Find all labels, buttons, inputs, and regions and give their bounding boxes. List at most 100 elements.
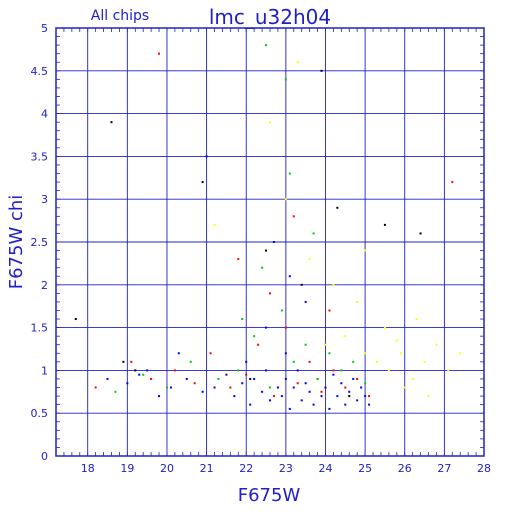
data-point	[269, 399, 271, 402]
y-tick-label: 4.5	[31, 65, 49, 78]
data-point	[352, 360, 355, 363]
data-point	[344, 403, 347, 406]
y-tick-label: 1.5	[31, 322, 49, 335]
data-point	[312, 232, 315, 235]
data-point	[233, 395, 236, 398]
data-point	[245, 373, 248, 376]
data-point	[411, 377, 414, 380]
data-point	[213, 223, 216, 226]
data-point	[447, 369, 450, 372]
data-point	[292, 386, 295, 389]
data-point	[193, 382, 196, 385]
data-point	[288, 275, 291, 278]
data-point	[344, 335, 347, 338]
data-point	[173, 369, 176, 372]
data-point	[114, 390, 117, 393]
data-point	[205, 155, 208, 158]
data-point	[241, 318, 244, 321]
data-point	[427, 395, 430, 398]
data-point	[280, 309, 283, 312]
data-point	[300, 399, 303, 402]
data-point	[126, 382, 129, 385]
data-point	[276, 386, 279, 389]
data-point	[288, 407, 291, 410]
y-axis-label: F675W chi	[6, 195, 27, 290]
y-tick-label: 2.5	[31, 236, 49, 249]
data-point	[269, 292, 271, 295]
data-point	[142, 373, 145, 376]
data-point	[94, 386, 97, 389]
x-tick-label: 27	[437, 462, 451, 475]
data-point	[296, 61, 299, 64]
data-point	[288, 172, 291, 175]
y-tick-label: 0.5	[31, 407, 49, 420]
data-point	[284, 352, 287, 355]
data-point	[328, 352, 331, 355]
x-tick-label: 21	[200, 462, 214, 475]
data-point	[348, 390, 351, 393]
data-point	[324, 386, 327, 389]
data-point	[110, 121, 113, 124]
data-point	[296, 382, 299, 385]
data-point	[165, 386, 168, 389]
data-point	[284, 326, 287, 329]
data-point	[423, 360, 426, 363]
data-point	[308, 360, 311, 363]
x-axis-tick-labels: 18 19 20 21 22 23 24 25 26 27 28	[81, 462, 491, 475]
data-point	[177, 352, 180, 355]
data-point	[284, 377, 287, 380]
data-point	[122, 360, 125, 363]
data-point	[249, 403, 252, 406]
data-point	[229, 386, 232, 389]
data-point	[296, 369, 299, 372]
data-point	[356, 377, 359, 380]
data-point	[403, 386, 406, 389]
x-tick-label: 26	[398, 462, 412, 475]
data-point	[146, 369, 149, 372]
data-point	[344, 386, 347, 389]
data-point	[265, 249, 268, 252]
data-point	[383, 223, 386, 226]
y-tick-label: 3.5	[31, 150, 49, 163]
data-point	[217, 377, 220, 380]
x-axis-label: F675W	[238, 485, 301, 506]
data-point	[383, 326, 386, 329]
x-tick-label: 24	[318, 462, 332, 475]
data-point	[364, 382, 367, 385]
data-point	[225, 373, 228, 376]
data-point	[316, 377, 319, 380]
data-point	[304, 382, 307, 385]
data-point	[209, 352, 212, 355]
data-point	[348, 395, 351, 398]
y-tick-label: 4	[41, 108, 48, 121]
data-point	[368, 403, 371, 406]
data-point	[130, 360, 133, 363]
data-point	[185, 377, 188, 380]
grid	[55, 27, 485, 457]
data-point	[451, 181, 454, 184]
data-point	[106, 377, 109, 380]
data-point	[150, 377, 153, 380]
x-tick-label: 20	[160, 462, 174, 475]
data-point	[320, 69, 323, 72]
data-point	[336, 395, 339, 398]
data-point	[253, 335, 256, 338]
data-point	[340, 382, 343, 385]
data-point	[269, 121, 271, 124]
data-point	[336, 206, 339, 209]
data-point	[265, 369, 268, 372]
data-point	[265, 44, 268, 47]
data-point	[253, 377, 256, 380]
data-point	[387, 369, 390, 372]
plot-frame	[55, 27, 485, 457]
x-tick-label: 28	[477, 462, 491, 475]
data-point	[304, 343, 307, 346]
x-tick-label: 19	[120, 462, 134, 475]
x-tick-label: 18	[81, 462, 95, 475]
data-point	[312, 403, 315, 406]
data-point	[352, 377, 355, 380]
data-point	[201, 181, 204, 184]
data-point	[419, 232, 422, 235]
data-point	[74, 318, 77, 321]
data-point	[280, 395, 283, 398]
